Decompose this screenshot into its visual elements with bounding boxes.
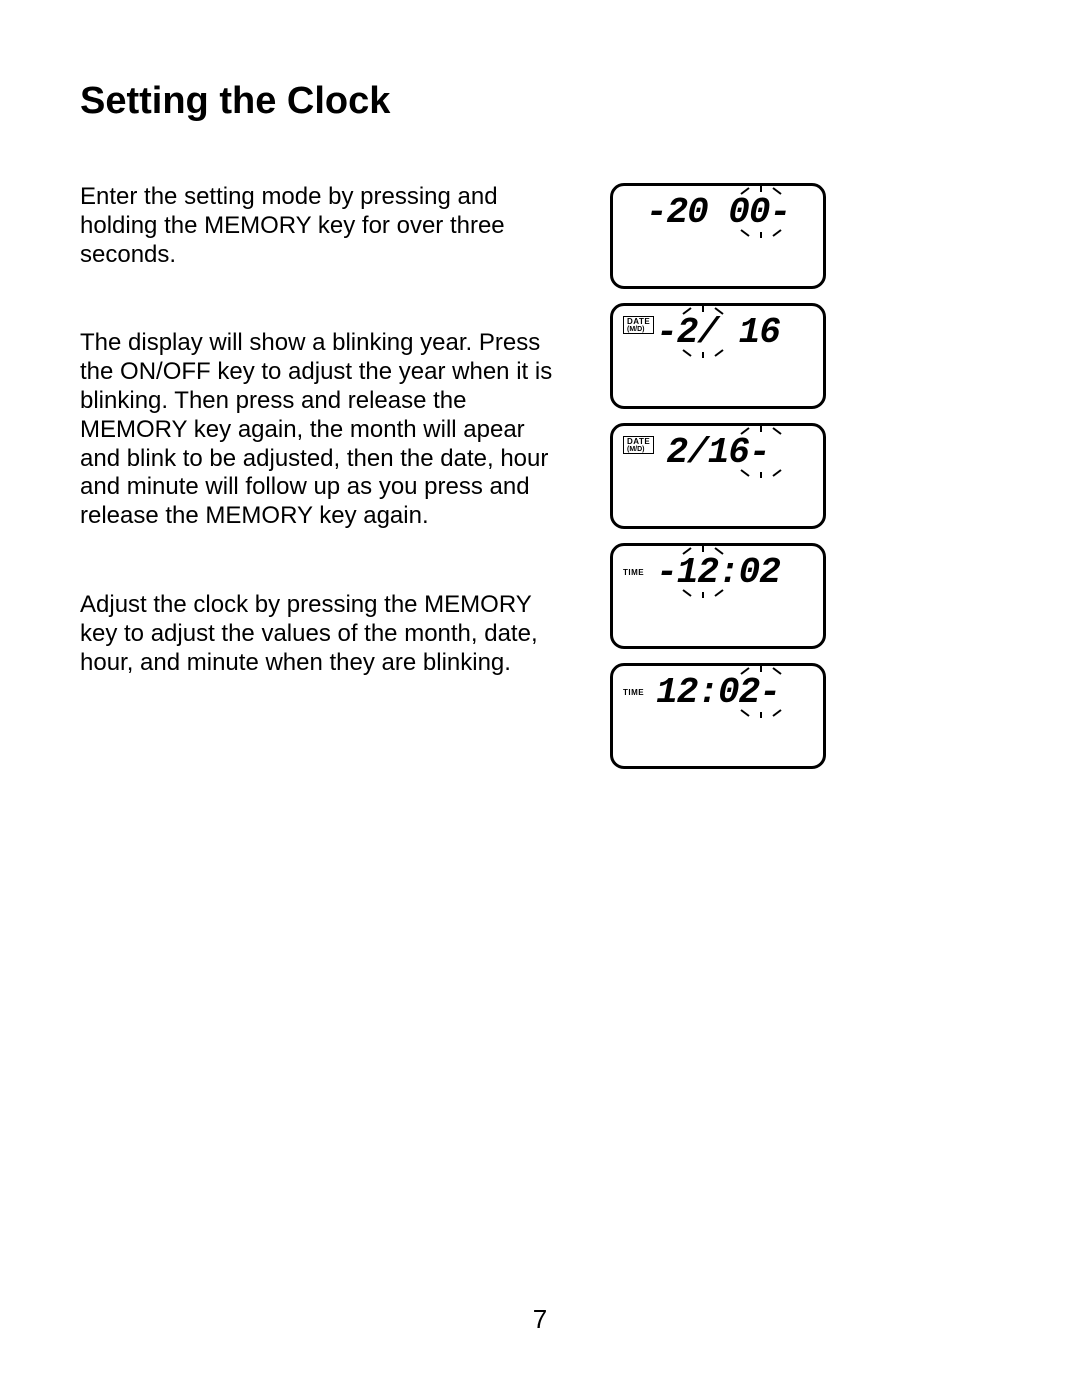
- lcd-digits: -2/ 16: [656, 312, 780, 353]
- lcd-digits: -12:02: [656, 552, 780, 593]
- lcd-screen-date: DATE (M/D) 2/16-: [610, 423, 826, 529]
- text-column: Enter the setting mode by pressing and h…: [80, 183, 570, 737]
- lcd-screen-month: DATE (M/D) -2/ 16: [610, 303, 826, 409]
- digits-before: -: [656, 552, 677, 593]
- lcd-label-time: TIME: [623, 568, 644, 577]
- lcd-label-date: DATE (M/D): [623, 316, 654, 334]
- lcd-label-time: TIME: [623, 688, 644, 697]
- lcd-screen-minute: TIME 12:02-: [610, 663, 826, 769]
- label-date-line2: (M/D): [627, 446, 650, 453]
- digits-before: 2/: [666, 432, 707, 473]
- label-date-line2: (M/D): [627, 326, 650, 333]
- lcd-digits: 2/16-: [666, 432, 769, 473]
- lcd-screen-hour: TIME -12:02: [610, 543, 826, 649]
- digits-before: -: [656, 312, 677, 353]
- lcd-label-date: DATE (M/D): [623, 436, 654, 454]
- digits-blink: 12:: [677, 552, 739, 593]
- digits-after: -: [770, 192, 791, 233]
- label-date-line1: DATE: [627, 318, 650, 326]
- page: Setting the Clock Enter the setting mode…: [0, 0, 1080, 1395]
- lcd-digits: 12:02-: [656, 672, 780, 713]
- lcd-screen-year: -20 00-: [610, 183, 826, 289]
- digits-after: -: [759, 672, 780, 713]
- content-columns: Enter the setting mode by pressing and h…: [80, 183, 1000, 769]
- digits-after: -: [749, 432, 770, 473]
- digits-after: 02: [739, 552, 780, 593]
- digits-before: -20: [646, 192, 728, 233]
- page-number: 7: [0, 1304, 1080, 1335]
- digits-before: 12:: [656, 672, 718, 713]
- digits-blink: 02: [718, 672, 759, 713]
- label-date-line1: DATE: [627, 438, 650, 446]
- lcd-digits: -20 00-: [646, 192, 790, 233]
- paragraph-1: Enter the setting mode by pressing and h…: [80, 183, 570, 269]
- paragraph-2: The display will show a blinking year. P…: [80, 329, 570, 531]
- page-title: Setting the Clock: [80, 80, 1000, 123]
- paragraph-3: Adjust the clock by pressing the MEMORY …: [80, 591, 570, 677]
- digits-blink: 00: [728, 192, 769, 233]
- digits-after: 16: [718, 312, 780, 353]
- digits-blink: 2/: [677, 312, 718, 353]
- figure-column: -20 00- DATE (M/D) -2/ 16: [610, 183, 840, 769]
- digits-blink: 16: [708, 432, 749, 473]
